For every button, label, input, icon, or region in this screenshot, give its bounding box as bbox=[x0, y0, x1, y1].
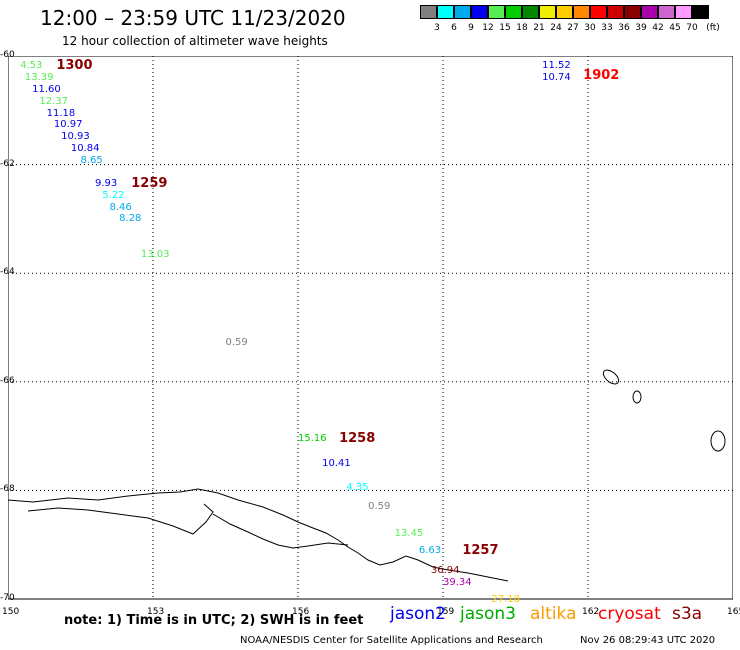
wave-height-label: 10.93 bbox=[61, 130, 90, 142]
pass-time-label: 1259 bbox=[131, 176, 168, 192]
pass-time-label: 1902 bbox=[583, 67, 620, 83]
longitude-tick-label: 156 bbox=[292, 607, 310, 617]
colorbar-tick-label: 9 bbox=[468, 23, 474, 33]
wave-height-label: 11.18 bbox=[46, 108, 76, 120]
wave-height-label: 0.59 bbox=[368, 501, 391, 513]
colorbar-tick-label: 24 bbox=[550, 23, 562, 33]
colorbar-swatch bbox=[692, 5, 709, 19]
map-canvas bbox=[7, 55, 734, 600]
wave-height-label: 10.41 bbox=[322, 457, 351, 469]
wave-height-label: 15.16 bbox=[298, 433, 327, 445]
longitude-tick-label: 165 bbox=[727, 607, 740, 617]
graticule bbox=[7, 55, 734, 600]
coastal-inlet-east bbox=[212, 513, 349, 549]
satellite-legend-item: s3a bbox=[672, 604, 703, 624]
colorbar-tick-label: 70 bbox=[686, 23, 698, 33]
map-subtitle: 12 hour collection of altimeter wave hei… bbox=[62, 34, 328, 48]
wave-height-label: 5.22 bbox=[102, 190, 125, 202]
colorbar-swatch bbox=[471, 5, 488, 19]
wave-height-label: 4.53 bbox=[20, 60, 43, 72]
colorbar-tick-label: 3 bbox=[434, 23, 440, 33]
map-frame bbox=[7, 55, 734, 600]
satellite-legend-item: jason2 bbox=[390, 604, 446, 624]
latitude-tick-label: -68 bbox=[0, 484, 15, 495]
wave-height-label: 39.34 bbox=[443, 577, 472, 589]
wave-height-label: 36.94 bbox=[430, 564, 460, 576]
satellite-legend-item: cryosat bbox=[598, 604, 661, 624]
colorbar-swatch bbox=[675, 5, 692, 19]
colorbar-tick-label: 15 bbox=[499, 23, 511, 33]
latitude-tick-label: -62 bbox=[0, 158, 15, 169]
pass-time-label: 1300 bbox=[56, 58, 93, 74]
colorbar-swatch bbox=[556, 5, 573, 19]
colorbar-tick-label: 21 bbox=[533, 23, 545, 33]
wave-height-label: 12.37 bbox=[39, 96, 69, 108]
colorbar-swatch bbox=[539, 5, 556, 19]
colorbar-tick-label: 42 bbox=[652, 23, 664, 33]
colorbar-tick-label: 18 bbox=[516, 23, 528, 33]
colorbar-tick-label: 45 bbox=[669, 23, 681, 33]
colorbar-tick-label: 6 bbox=[451, 23, 457, 33]
map-title: 12:00 – 23:59 UTC 11/23/2020 bbox=[40, 6, 346, 30]
colorbar-swatch bbox=[454, 5, 471, 19]
colorbar-swatch bbox=[437, 5, 454, 19]
wave-height-label: 0.59 bbox=[225, 336, 248, 348]
wave-height-label: 10.74 bbox=[542, 72, 571, 84]
latitude-tick-label: -60 bbox=[0, 50, 15, 60]
wave-height-label: 13.45 bbox=[394, 528, 424, 540]
island-outline bbox=[710, 430, 726, 452]
latitude-tick-label: -64 bbox=[0, 267, 15, 278]
pass-time-label: 1258 bbox=[339, 431, 376, 447]
wave-height-label: 11.52 bbox=[542, 60, 571, 72]
longitude-tick-label: 150 bbox=[2, 607, 20, 617]
wave-height-label: 8.46 bbox=[109, 201, 132, 213]
antarctica-coastline bbox=[7, 488, 509, 582]
wave-height-label: 6.63 bbox=[418, 544, 442, 556]
colorbar-tick-label: 27 bbox=[567, 23, 579, 33]
latitude-tick-label: -70 bbox=[0, 593, 15, 603]
wave-height-label: 13.39 bbox=[24, 72, 54, 84]
colorbar-swatch bbox=[590, 5, 607, 19]
longitude-tick-label: 153 bbox=[147, 607, 165, 617]
colorbar-swatch bbox=[641, 5, 658, 19]
colorbar-tick-label: 33 bbox=[601, 23, 613, 33]
colorbar-tick-label: 12 bbox=[482, 23, 494, 33]
colorbar-swatch bbox=[505, 5, 522, 19]
longitude-tick-label: 159 bbox=[437, 607, 455, 617]
wave-height-label: 8.65 bbox=[80, 154, 103, 166]
pass-time-label: 1257 bbox=[462, 542, 499, 558]
longitude-tick-label: 162 bbox=[582, 607, 600, 617]
wave-height-label: 10.97 bbox=[53, 118, 83, 130]
colorbar-tick-label: 30 bbox=[584, 23, 596, 33]
colorbar-swatch bbox=[420, 5, 437, 19]
colorbar-swatch bbox=[607, 5, 624, 19]
island-outline bbox=[602, 369, 620, 385]
colorbar-swatch bbox=[488, 5, 505, 19]
colorbar-swatch bbox=[624, 5, 641, 19]
credit-text: NOAA/NESDIS Center for Satellite Applica… bbox=[240, 635, 543, 646]
satellite-legend-item: altika bbox=[530, 604, 577, 624]
colorbar-tick-label: 39 bbox=[635, 23, 647, 33]
wave-height-label: 4.35 bbox=[346, 482, 369, 494]
wave-height-label: 13.03 bbox=[140, 248, 170, 260]
map-plot-area: 150 153 156 159 162 165 -60 -62 -64 -66 -68 -70 4.53… bbox=[0, 50, 740, 617]
colorbar-unit: (ft) bbox=[706, 23, 720, 33]
latitude-tick-label: -66 bbox=[0, 375, 15, 386]
wave-height-label: 11.60 bbox=[32, 84, 61, 96]
colorbar-swatch bbox=[658, 5, 675, 19]
colorbar-swatch bbox=[522, 5, 539, 19]
wave-height-label: 27.18 bbox=[491, 593, 520, 605]
colorbar-swatch bbox=[573, 5, 590, 19]
generation-timestamp: Nov 26 08:29:43 UTC 2020 bbox=[580, 635, 716, 646]
footer-note: note: 1) Time is in UTC; 2) SWH is in fe… bbox=[64, 613, 364, 628]
wave-height-label: 8.28 bbox=[119, 213, 142, 225]
colorbar-tick-label: 36 bbox=[618, 23, 630, 33]
coastal-inlet bbox=[27, 503, 214, 535]
wave-height-label: 10.84 bbox=[70, 142, 100, 154]
wave-height-label: 9.93 bbox=[95, 178, 118, 190]
satellite-legend-item: jason3 bbox=[460, 604, 516, 624]
island-outline bbox=[632, 390, 642, 404]
